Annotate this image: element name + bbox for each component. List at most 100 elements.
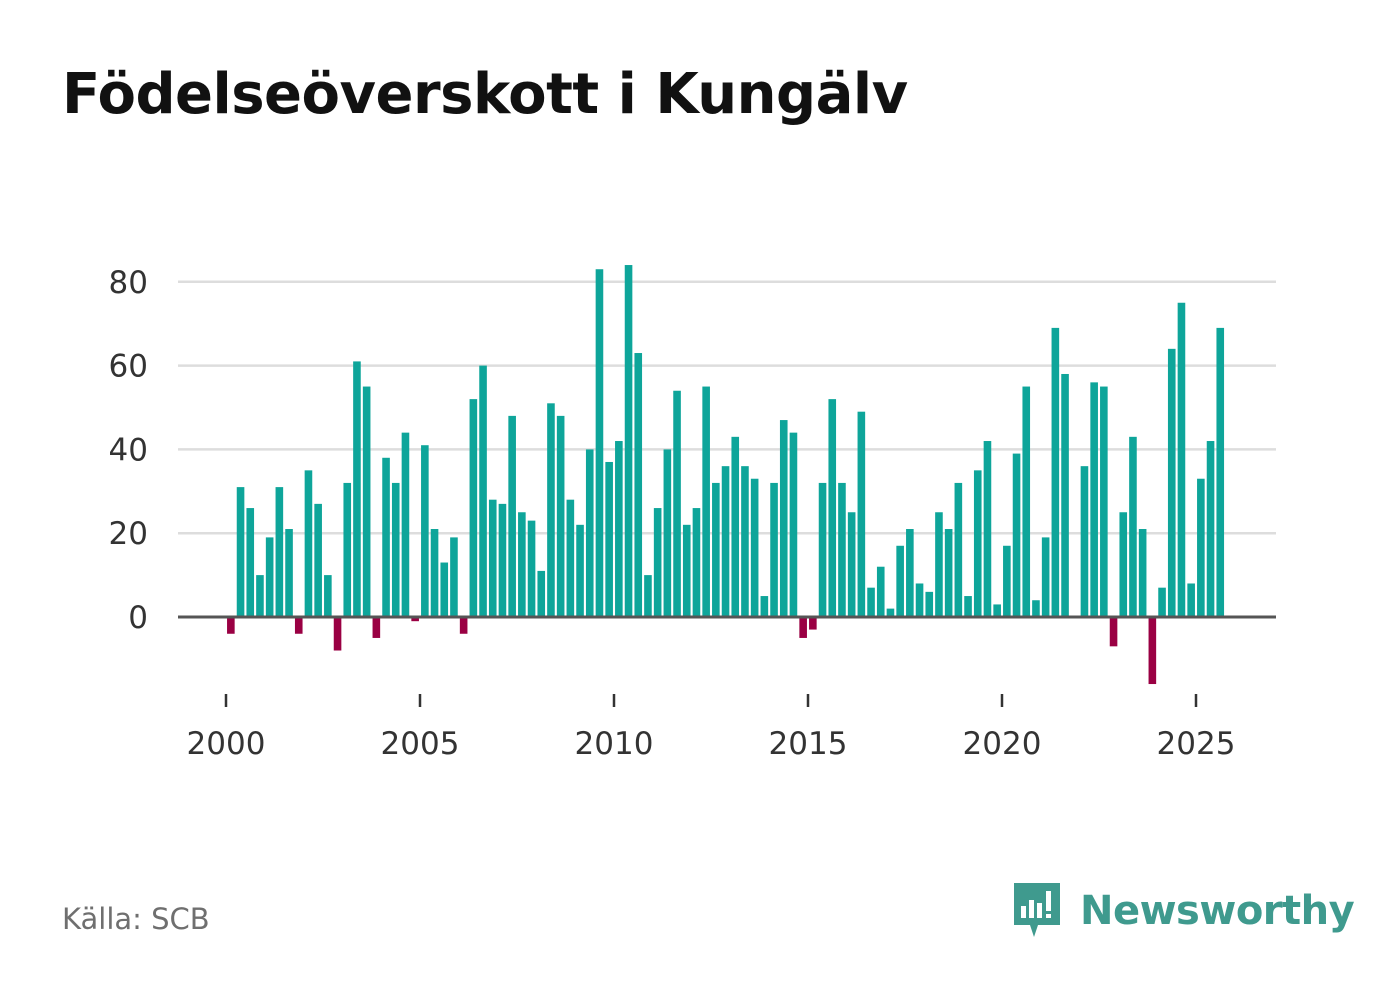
bar[interactable] [1177, 302, 1186, 617]
bar[interactable] [304, 470, 313, 617]
bar[interactable] [411, 617, 419, 622]
bar[interactable] [702, 386, 710, 617]
bar[interactable] [682, 524, 691, 617]
bar[interactable] [779, 420, 788, 617]
bar[interactable] [1109, 617, 1118, 647]
bar[interactable] [450, 537, 458, 617]
bar[interactable] [324, 575, 332, 617]
bar[interactable] [314, 503, 322, 617]
bar[interactable] [886, 608, 895, 617]
bar[interactable] [1138, 529, 1147, 617]
bar[interactable] [741, 466, 749, 617]
bar[interactable] [285, 529, 293, 617]
bar[interactable] [712, 482, 720, 617]
bar[interactable] [518, 512, 526, 617]
bar[interactable] [896, 545, 904, 617]
bar[interactable] [1012, 453, 1021, 617]
bar[interactable] [265, 537, 274, 617]
bar[interactable] [1216, 327, 1225, 617]
bar[interactable] [256, 575, 264, 617]
bar[interactable] [760, 596, 769, 617]
bar[interactable] [605, 461, 613, 617]
bar[interactable] [663, 449, 672, 617]
bar[interactable] [275, 487, 284, 617]
bar[interactable] [595, 269, 604, 617]
bar[interactable] [838, 482, 846, 617]
bar[interactable] [876, 566, 885, 617]
bar[interactable] [508, 415, 516, 617]
bar[interactable] [1100, 386, 1108, 617]
bar[interactable] [488, 499, 497, 617]
bar[interactable] [673, 390, 681, 617]
bar[interactable] [1090, 382, 1098, 617]
bar[interactable] [479, 365, 487, 617]
bar[interactable] [615, 441, 623, 617]
bar[interactable] [1197, 478, 1205, 617]
bar[interactable] [973, 470, 982, 617]
bar[interactable] [954, 482, 963, 617]
bar[interactable] [731, 436, 740, 617]
bar[interactable] [944, 529, 953, 617]
bar[interactable] [721, 466, 730, 617]
bar[interactable] [809, 617, 817, 630]
bar[interactable] [547, 403, 555, 617]
bar[interactable] [1187, 583, 1195, 617]
bar[interactable] [1061, 373, 1069, 617]
bar[interactable] [964, 596, 972, 617]
bar[interactable] [362, 386, 371, 617]
bar[interactable] [556, 415, 565, 617]
bar[interactable] [653, 508, 662, 617]
bar[interactable] [566, 499, 575, 617]
bar[interactable] [498, 503, 507, 617]
bar[interactable] [1148, 617, 1157, 685]
bar[interactable] [789, 432, 798, 617]
bar[interactable] [1129, 436, 1137, 617]
bar[interactable] [634, 353, 643, 617]
bar[interactable] [227, 617, 235, 634]
bar[interactable] [430, 529, 439, 617]
bar[interactable] [1041, 537, 1050, 617]
bar[interactable] [537, 570, 546, 617]
bar[interactable] [246, 508, 255, 617]
bar[interactable] [915, 583, 924, 617]
bar[interactable] [624, 265, 633, 617]
bar[interactable] [750, 478, 759, 617]
bar[interactable] [925, 591, 934, 617]
bar[interactable] [527, 520, 536, 617]
bar[interactable] [343, 482, 352, 617]
bar[interactable] [440, 562, 449, 617]
bar[interactable] [391, 482, 400, 617]
brand-logo[interactable]: Newsworthy [1012, 880, 1355, 942]
bar[interactable] [421, 445, 429, 617]
bar[interactable] [372, 617, 381, 638]
bar[interactable] [1206, 441, 1215, 617]
bar[interactable] [799, 617, 807, 638]
bar[interactable] [935, 512, 943, 617]
bar[interactable] [692, 508, 701, 617]
bar[interactable] [401, 432, 410, 617]
bar[interactable] [1119, 512, 1128, 617]
bar[interactable] [1158, 587, 1166, 617]
bar[interactable] [576, 524, 584, 617]
bar[interactable] [294, 617, 303, 634]
bar[interactable] [585, 449, 594, 617]
bar[interactable] [353, 361, 361, 617]
bar[interactable] [459, 617, 468, 634]
bar[interactable] [993, 604, 1001, 617]
bar[interactable] [867, 587, 875, 617]
bar[interactable] [857, 411, 866, 617]
bar[interactable] [469, 399, 478, 617]
bar[interactable] [382, 457, 390, 617]
bar[interactable] [818, 482, 827, 617]
bar[interactable] [1167, 348, 1176, 617]
bar[interactable] [1022, 386, 1031, 617]
bar[interactable] [644, 575, 652, 617]
bar[interactable] [1051, 327, 1060, 617]
bar[interactable] [236, 487, 245, 617]
bar[interactable] [770, 482, 778, 617]
bar[interactable] [828, 399, 837, 617]
bar[interactable] [1032, 600, 1040, 617]
bar[interactable] [847, 512, 856, 617]
bar[interactable] [333, 617, 342, 651]
bar[interactable] [906, 529, 914, 617]
